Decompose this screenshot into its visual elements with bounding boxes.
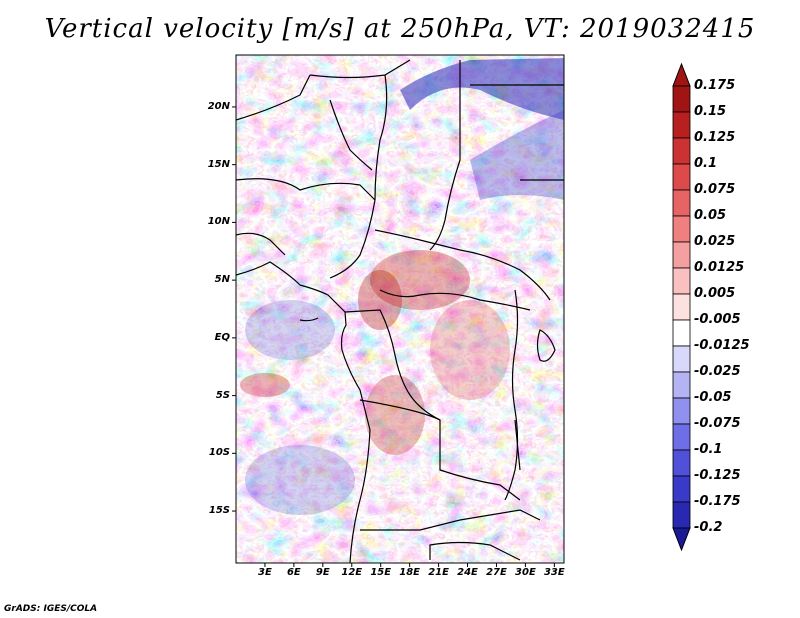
colorbar-swatch [672,241,691,269]
lon-tick-label: 6E [286,567,301,578]
colorbar-swatch [672,371,691,399]
lat-tick-group [232,106,236,512]
lat-tick-label: EQ [214,331,230,343]
colorbar-label: 0.005 [694,286,736,301]
colorbar-label: -0.175 [694,494,741,509]
colorbar-label: -0.125 [694,468,741,483]
lat-tick-label: 10N [207,216,230,228]
colorbar-swatch [672,345,691,373]
colorbar-top-arrow [672,62,691,87]
colorbar-label: 0.0125 [694,260,745,275]
lake-tanganyika [514,419,521,471]
map-frame [235,54,565,564]
border-west-coast [236,232,286,256]
colorbar-swatch [672,501,691,529]
colorbar-label: -0.1 [694,442,723,457]
border-car-drc [379,289,531,311]
colorbar-label: 0.1 [694,156,718,171]
colorbar-swatch [672,137,691,165]
descent-patch-gulf [245,300,335,360]
border-zambia-south [429,541,521,561]
colorbar-swatch [672,215,691,243]
lat-tick-label: 5N [214,274,230,286]
colorbar-swatch [672,163,691,191]
ascent-patch-congo [365,375,425,455]
lon-tick-label: 3E [258,567,272,578]
lat-tick-label: 5S [215,389,230,401]
descent-patch-southwest [245,445,355,515]
colorbar-swatch [672,189,691,217]
border-chad-sudan [429,60,461,251]
border-congo-drc [344,309,441,421]
coastline-west [236,261,371,563]
lon-tick-label: 30E [515,567,536,578]
colorbar-label: -0.025 [694,364,741,379]
colorbar-bottom-arrow [672,527,691,552]
border-nigeria-cameroon [329,199,376,279]
border-niger-chad [374,74,388,201]
lon-tick-label: 33E [543,567,565,578]
descent-band-east [470,110,564,200]
colorbar-label: -0.005 [694,312,741,327]
lat-tick-label: 20N [207,100,230,112]
colorbar-swatch [672,423,691,451]
colorbar-label: 0.025 [694,234,736,249]
colorbar-label: -0.2 [694,520,723,535]
colorbar-swatch [672,85,691,113]
colorbar-label: 0.15 [694,104,727,119]
border-angola-zambia [360,509,541,531]
colorbar-label: -0.05 [694,390,732,405]
border-east-lakes [504,289,519,501]
colorbar [672,62,691,552]
colorbar-swatch [672,267,691,295]
colorbar-swatch [672,111,691,139]
border-niger-internal [329,99,373,171]
lon-tick-label: 21E [428,567,449,578]
velocity-field [236,55,564,563]
colorbar-swatch [672,293,691,321]
footer-credit: GrADS: IGES/COLA [4,604,98,614]
lon-tick-label: 18E [399,567,421,578]
border-niger-libya [309,59,411,79]
colorbar-swatch [672,397,691,425]
ascent-patch-drc [430,300,510,400]
colorbar-swatch [672,475,691,503]
border-niger-nigeria [236,178,376,201]
lon-tick-label: 9E [315,567,330,578]
border-drc-angola [359,399,521,501]
colorbar-swatch [672,449,691,477]
border-mali-algeria [236,74,311,121]
lon-tick-label: 15E [370,567,392,578]
lat-tick-label: 15N [207,158,230,170]
colorbar-swatch [672,319,691,347]
lat-tick-label: 10S [208,447,230,459]
ascent-patch-cameroon [358,270,402,330]
map-title: Vertical velocity [m/s] at 250hPa, VT: 2… [44,14,756,44]
border-car-north [374,229,551,301]
lon-tick-label: 12E [341,567,363,578]
ascent-patch-atlantic [240,373,290,397]
colorbar-label: -0.075 [694,416,741,431]
descent-band-north [400,58,564,120]
country-borders [236,59,564,563]
coast-bioko [299,317,319,322]
lon-tick-group [264,563,555,567]
lon-tick-label: 24E [457,567,478,578]
colorbar-label: 0.05 [694,208,727,223]
lake-victoria [536,329,556,362]
colorbar-label: 0.075 [694,182,736,197]
lat-tick-label: 15S [208,505,230,517]
colorbar-label: -0.0125 [694,338,750,353]
lon-tick-label: 27E [486,567,507,578]
colorbar-label: 0.125 [694,130,736,145]
colorbar-label: 0.175 [694,78,736,93]
